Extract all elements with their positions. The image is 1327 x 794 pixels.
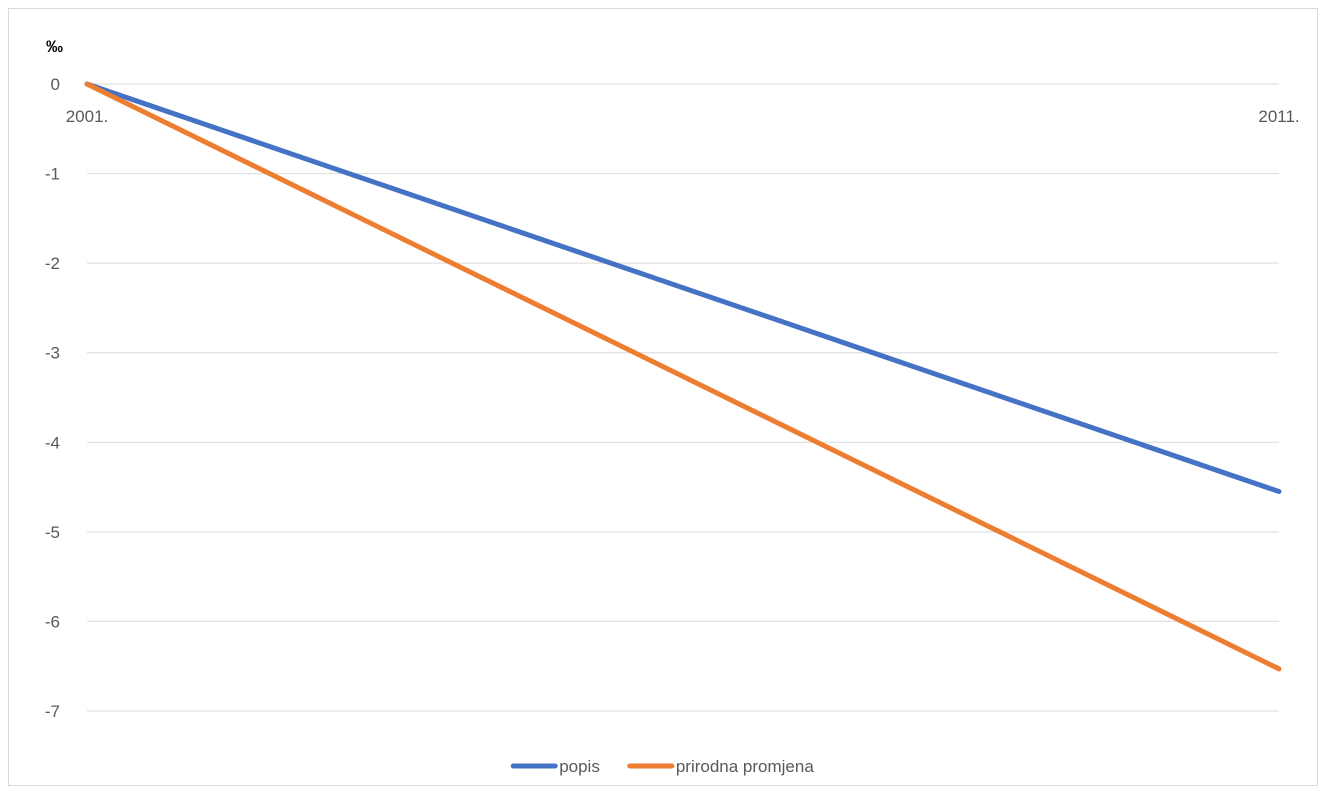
y-tick-label: 0: [51, 75, 60, 94]
y-tick-label: -4: [45, 433, 60, 452]
x-tick-label: 2011.: [1258, 107, 1299, 126]
series-lines: [84, 81, 1282, 672]
y-tick-label: -2: [45, 254, 60, 273]
y-tick-label: -5: [45, 523, 60, 542]
legend: popis prirodna promjena: [510, 757, 815, 776]
y-tick-label: -7: [45, 702, 60, 721]
y-tick-label: -3: [45, 344, 60, 363]
y-tick-label: -6: [45, 612, 60, 631]
legend-label: prirodna promjena: [676, 757, 815, 776]
chart-frame: [8, 8, 1318, 786]
y-tick-labels: 0 -1 -2 -3 -4 -5 -6 -7: [45, 75, 60, 721]
x-tick-labels: 2001. 2011.: [66, 107, 1300, 126]
series-line-2: [84, 81, 1282, 672]
x-tick-label: 2001.: [66, 107, 109, 126]
legend-label: popis: [559, 757, 600, 776]
gridlines: [87, 83, 1279, 712]
y-axis-label: ‰: [46, 37, 63, 56]
y-tick-label: -1: [45, 165, 60, 184]
series-line-1: [84, 81, 1282, 495]
